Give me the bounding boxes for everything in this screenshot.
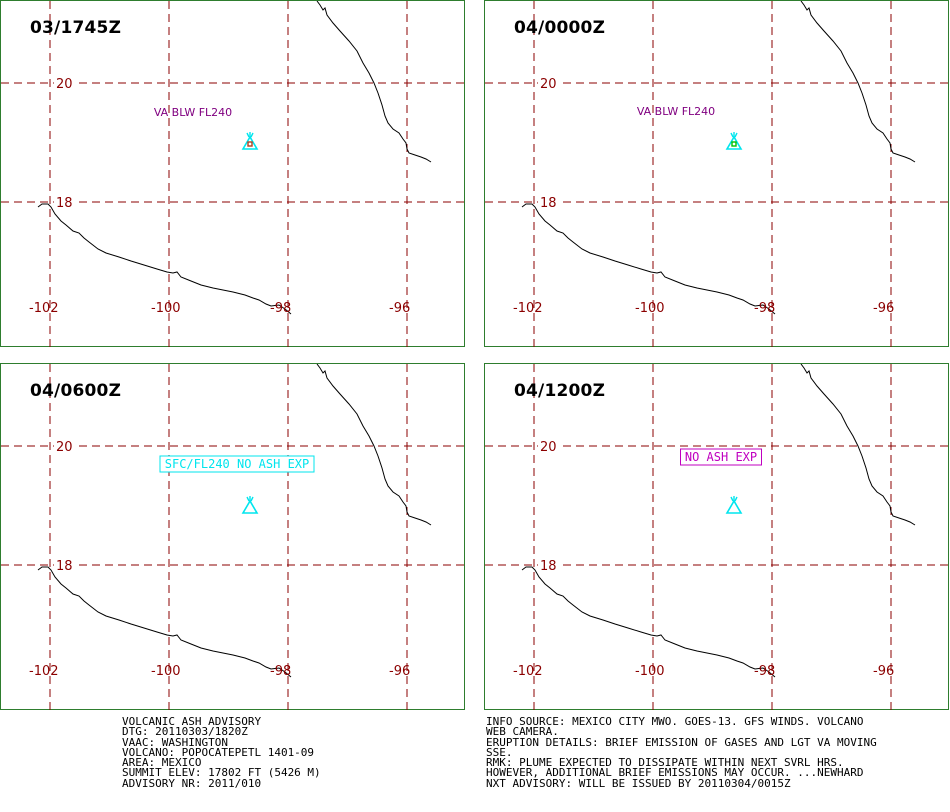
longitude-label: -100 xyxy=(635,664,665,679)
coastline xyxy=(316,1,432,163)
longitude-label: -96 xyxy=(389,301,410,316)
longitude-label: -98 xyxy=(754,664,775,679)
advisory-line: INFO SOURCE: MEXICO CITY MWO. GOES-13. G… xyxy=(486,715,864,728)
ash-label: VA BLW FL240 xyxy=(637,105,715,118)
advisory-line: NXT ADVISORY: WILL BE ISSUED BY 20110304… xyxy=(486,776,791,790)
advisory-line: VOLCANIC ASH ADVISORY xyxy=(122,715,262,728)
longitude-label: -98 xyxy=(270,301,291,316)
volcano-icon xyxy=(241,132,259,150)
latitude-label: 18 xyxy=(56,559,73,574)
coastline xyxy=(800,1,916,163)
longitude-label: -102 xyxy=(513,664,543,679)
ash-label: SFC/FL240 NO ASH EXP xyxy=(165,457,310,471)
ash-label: NO ASH EXP xyxy=(685,450,757,464)
ash-label: VA BLW FL240 xyxy=(154,106,232,119)
coastline xyxy=(800,364,916,526)
map-canvas: 20 18 -102 -100 -98 -96 VA BLW FL240 xyxy=(1,1,466,348)
advisory-line: VAAC: WASHINGTON xyxy=(122,735,228,749)
panel-time-label: 03/1745Z xyxy=(30,18,122,38)
latitude-label: 18 xyxy=(540,196,557,211)
panel-time-label: 04/1200Z xyxy=(514,381,606,401)
advisory-line: AREA: MEXICO xyxy=(122,756,202,770)
panel-time-label: 04/0000Z xyxy=(514,18,606,38)
map-panel: 20 18 -102 -100 -98 -96 SFC/FL240 NO ASH EXP 04… xyxy=(0,363,466,711)
longitude-label: -96 xyxy=(873,664,894,679)
advisory-line: ADVISORY NR: 2011/010 xyxy=(122,776,262,790)
ash-label-box xyxy=(680,448,762,466)
longitude-label: -100 xyxy=(635,301,665,316)
volcano-icon xyxy=(725,496,743,514)
advisory-line: HOWEVER, ADDITIONAL BRIEF EMISSIONS MAY … xyxy=(486,766,864,780)
latitude-label: 20 xyxy=(540,440,557,455)
advisory-line: VOLCANO: POPOCATEPETL 1401-09 xyxy=(122,745,315,759)
coastline xyxy=(37,566,292,678)
advisory-left-text: VOLCANIC ASH ADVISORY DTG: 20110303/1820… xyxy=(122,715,321,790)
latitude-label: 18 xyxy=(56,196,73,211)
advisory-line: SUMMIT ELEV: 17802 FT (5426 M) xyxy=(122,766,321,780)
longitude-label: -96 xyxy=(389,664,410,679)
longitude-label: -100 xyxy=(151,664,181,679)
latitude-label: 20 xyxy=(540,77,557,92)
coastline xyxy=(37,203,292,315)
coastline xyxy=(316,364,432,526)
map-canvas: 20 18 -102 -100 -98 -96 VA BLW FL240 xyxy=(485,1,950,348)
longitude-label: -102 xyxy=(29,664,59,679)
longitude-label: -102 xyxy=(29,301,59,316)
longitude-label: -96 xyxy=(873,301,894,316)
advisory-right-text: INFO SOURCE: MEXICO CITY MWO. GOES-13. G… xyxy=(486,715,877,790)
advisory-line: SSE. xyxy=(486,745,513,759)
advisory-line: ERUPTION DETAILS: BRIEF EMISSION OF GASE… xyxy=(486,735,877,749)
map-panel: 20 18 -102 -100 -98 -96 NO ASH EXP 04/1200Z xyxy=(484,363,950,711)
coastline xyxy=(521,566,776,678)
map-panel: 20 18 -102 -100 -98 -96 VA BLW FL240 04/0000Z xyxy=(484,0,950,348)
map-panel: 20 18 -102 -100 -98 -96 VA BLW FL240 03/1745Z xyxy=(0,0,466,348)
longitude-label: -102 xyxy=(513,301,543,316)
ash-label-box xyxy=(159,455,315,473)
coastline xyxy=(521,203,776,315)
longitude-label: -100 xyxy=(151,301,181,316)
volcano-icon xyxy=(725,132,743,150)
longitude-label: -98 xyxy=(754,301,775,316)
map-canvas: 20 18 -102 -100 -98 -96 SFC/FL240 NO ASH EXP xyxy=(1,364,466,711)
latitude-label: 20 xyxy=(56,440,73,455)
map-canvas: 20 18 -102 -100 -98 -96 NO ASH EXP xyxy=(485,364,950,711)
advisory-line: RMK: PLUME EXPECTED TO DISSIPATE WITHIN … xyxy=(486,756,844,770)
longitude-label: -98 xyxy=(270,664,291,679)
latitude-label: 20 xyxy=(56,77,73,92)
advisory-line: WEB CAMERA. xyxy=(486,725,559,739)
advisory-line: DTG: 20110303/1820Z xyxy=(122,725,248,739)
volcano-icon xyxy=(241,496,259,514)
panel-time-label: 04/0600Z xyxy=(30,381,122,401)
latitude-label: 18 xyxy=(540,559,557,574)
